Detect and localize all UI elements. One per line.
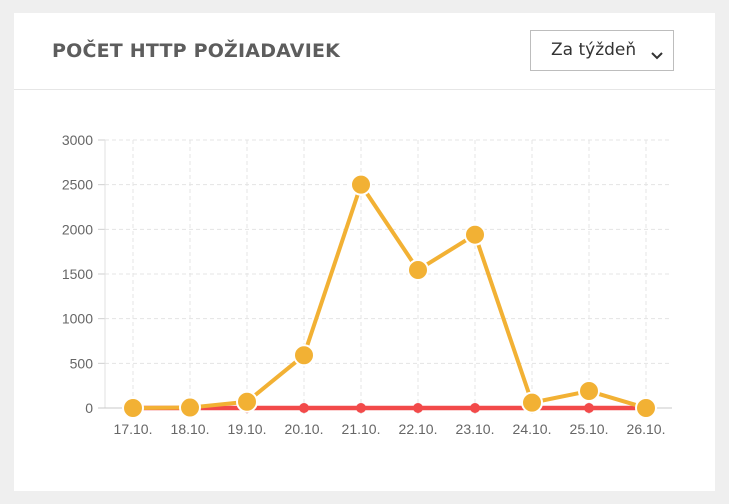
series-line-0	[131, 182, 648, 410]
series-point-1[interactable]	[584, 403, 594, 413]
series-point-0[interactable]	[635, 397, 657, 419]
y-tick-label: 0	[85, 400, 93, 416]
series-point-0[interactable]	[578, 380, 600, 403]
y-tick-label: 1500	[62, 266, 93, 282]
series-point-0[interactable]	[293, 344, 315, 367]
period-select-value: Za týždeň	[551, 40, 637, 60]
chart-grid	[105, 139, 672, 408]
series-point-0[interactable]	[179, 396, 201, 419]
period-select[interactable]: Za týždeň	[530, 30, 674, 71]
y-tick-label: 3000	[62, 132, 93, 148]
x-tick-label: 21.10.	[342, 421, 381, 437]
y-tick-label: 500	[70, 355, 94, 371]
x-tick-label: 19.10.	[228, 421, 267, 437]
card-header: POČET HTTP POŽIADAVIEK Za týždeň	[14, 13, 715, 90]
series-point-0[interactable]	[407, 258, 429, 281]
chart-series	[122, 173, 657, 419]
chevron-down-icon	[651, 45, 663, 65]
series-point-1[interactable]	[413, 403, 423, 413]
card-title: POČET HTTP POŽIADAVIEK	[52, 40, 341, 62]
series-point-0[interactable]	[464, 223, 486, 246]
x-tick-label: 23.10.	[456, 421, 495, 437]
series-point-0[interactable]	[122, 397, 144, 419]
series-point-0[interactable]	[236, 390, 258, 413]
series-point-0[interactable]	[350, 173, 372, 196]
y-tick-label: 1000	[62, 311, 93, 327]
x-tick-label: 25.10.	[570, 421, 609, 437]
x-tick-label: 26.10.	[627, 421, 666, 437]
series-point-1[interactable]	[356, 403, 366, 413]
x-tick-label: 17.10.	[114, 421, 153, 437]
x-tick-label: 20.10.	[285, 421, 324, 437]
x-tick-label: 22.10.	[399, 421, 438, 437]
x-tick-label: 24.10.	[513, 421, 552, 437]
y-tick-label: 2000	[62, 221, 93, 237]
series-point-0[interactable]	[521, 391, 543, 414]
x-tick-label: 18.10.	[171, 421, 210, 437]
series-point-1[interactable]	[299, 403, 309, 413]
series-point-1[interactable]	[470, 403, 480, 413]
y-tick-label: 2500	[62, 177, 93, 193]
